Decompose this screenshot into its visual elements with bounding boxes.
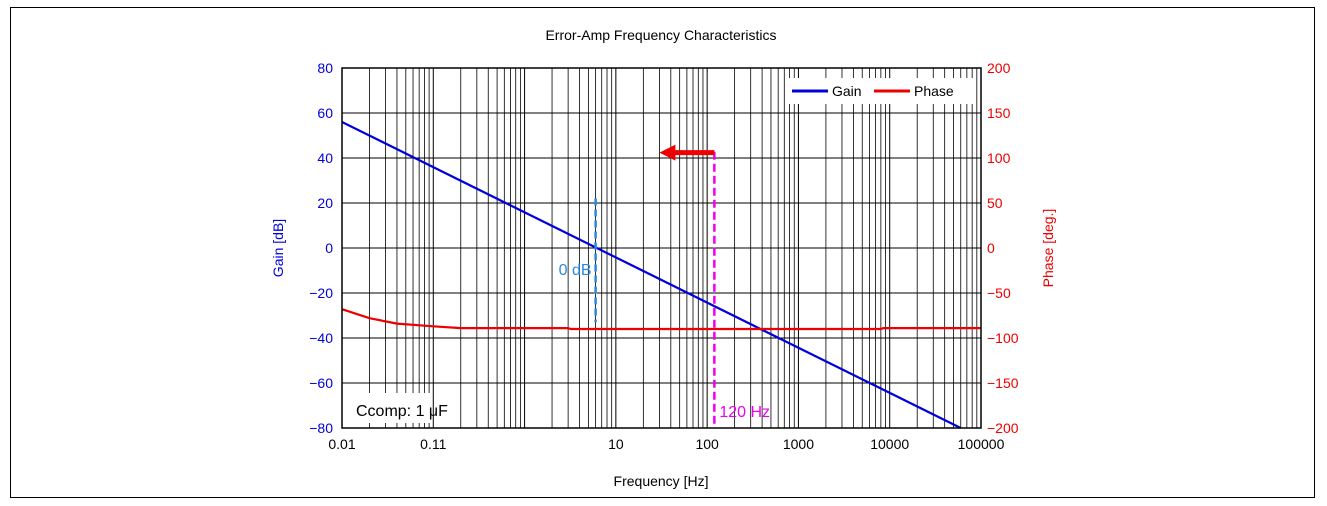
chart-frame <box>10 7 1315 498</box>
y-tick-label-left: −60 <box>309 375 333 391</box>
y-tick-label-left: −20 <box>309 285 333 301</box>
y-tick-label-left: 20 <box>317 195 333 211</box>
legend-label-gain: Gain <box>832 83 862 99</box>
legend-label-phase: Phase <box>914 83 954 99</box>
y-tick-label-right: −50 <box>987 285 1011 301</box>
x-tick-label: 100 <box>695 436 719 452</box>
y-tick-label-left: 80 <box>317 60 333 76</box>
series-gain-line <box>341 121 962 429</box>
y-tick-label-right: 100 <box>987 150 1011 166</box>
chart-title: Error-Amp Frequency Characteristics <box>545 27 776 43</box>
x-tick-label: 100000 <box>958 436 1005 452</box>
y-tick-label-right: −200 <box>987 420 1019 436</box>
y-tick-label-right: −100 <box>987 330 1019 346</box>
x-tick-label: 1000 <box>783 436 814 452</box>
x-tick-label: 10000 <box>870 436 909 452</box>
x-tick-label: 0.01 <box>328 436 355 452</box>
x-tick-label: 0.11 <box>420 436 446 452</box>
plot-border <box>341 67 982 429</box>
series-phase-line <box>341 308 981 331</box>
y-tick-label-left: 60 <box>317 105 333 121</box>
y-tick-label-left: −40 <box>309 330 333 346</box>
series-layer <box>341 121 981 429</box>
x-axis-label: Frequency [Hz] <box>614 473 709 489</box>
x-tick-label: 10 <box>608 436 624 452</box>
annotation-layer <box>594 144 716 428</box>
y-tick-label-right: 200 <box>987 60 1011 76</box>
ccomp-label: Ccomp: 1 μF <box>356 403 448 420</box>
y-tick-label-right: −150 <box>987 375 1019 391</box>
ccomp-label-bg <box>350 393 432 423</box>
arrow-head <box>659 144 676 161</box>
legend: Gain Phase <box>786 78 974 104</box>
tick-labels: 0.01 0.11 10 100 1000 10000 100000806040200−20… <box>309 60 1018 452</box>
zero-db-label: 0 dB <box>559 262 592 279</box>
y-tick-label-left: −80 <box>309 420 333 436</box>
y-tick-label-left: 40 <box>317 150 333 166</box>
mark-120hz-label: 120 Hz <box>719 404 770 421</box>
y-axis-label-right: Phase [deg.] <box>1040 209 1056 288</box>
y-axis-label-left: Gain [dB] <box>270 219 286 277</box>
y-tick-label-right: 150 <box>987 105 1011 121</box>
y-tick-label-left: 0 <box>325 240 333 256</box>
y-tick-label-right: 50 <box>987 195 1003 211</box>
grid <box>341 67 981 429</box>
y-tick-label-right: 0 <box>987 240 995 256</box>
